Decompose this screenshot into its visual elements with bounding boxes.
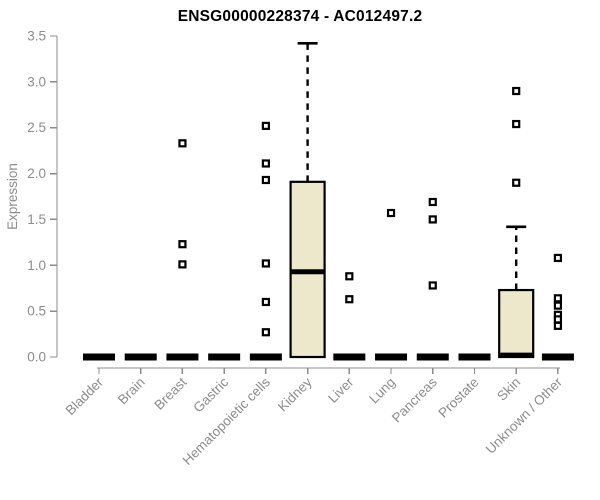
y-tick-label: 2.5 (27, 120, 46, 135)
collapsed-box (166, 353, 199, 361)
y-tick-label: 1.5 (27, 212, 46, 227)
outlier-point (345, 295, 354, 304)
outlier-point (261, 121, 270, 130)
collapsed-box (416, 353, 449, 361)
collapsed-box (124, 353, 157, 361)
x-tick-label-kidney: Kidney (275, 374, 315, 414)
chart-title: ENSG00000228374 - AC012497.2 (177, 8, 423, 25)
box-group-bladder (83, 353, 115, 361)
y-tick-label: 1.0 (27, 258, 46, 273)
box-group-unknown-other (541, 253, 574, 361)
y-tick-label: 3.5 (27, 29, 46, 44)
outlier-point (261, 328, 270, 337)
collapsed-box (249, 353, 282, 361)
x-tick-label-gastric: Gastric (190, 374, 231, 415)
outlier-point (428, 215, 437, 224)
outlier-point (178, 139, 187, 148)
x-tick-label-lung: Lung (366, 375, 398, 407)
outlier-point (512, 178, 521, 187)
outlier-point (428, 281, 437, 290)
x-tick-label-breast: Breast (151, 374, 189, 412)
x-tick-label-unknown-other: Unknown / Other (483, 374, 566, 457)
x-tick-label-pancreas: Pancreas (389, 374, 440, 425)
x-tick-label-prostate: Prostate (435, 375, 481, 421)
box-group-skin (498, 86, 535, 359)
outlier-point (553, 294, 563, 303)
outlier-point (428, 197, 437, 207)
y-tick-label: 3.0 (27, 74, 46, 89)
x-tick-label-brain: Brain (115, 375, 148, 408)
box-group-gastric (208, 353, 241, 361)
outlier-point (178, 240, 187, 249)
y-tick-label: 0.5 (27, 304, 46, 319)
x-tick-label-bladder: Bladder (63, 374, 107, 418)
box-rect (498, 288, 535, 359)
x-tick-label-liver: Liver (325, 374, 357, 406)
box-group-kidney (289, 42, 326, 359)
y-tick-label: 0.0 (27, 350, 46, 365)
box-group-breast (166, 139, 199, 361)
outlier-point (261, 175, 270, 185)
box-group-pancreas (416, 197, 449, 361)
outlier-point (261, 159, 270, 168)
box-group-liver (333, 272, 366, 361)
y-tick-label: 2.0 (27, 166, 46, 181)
outlier-point (553, 315, 563, 324)
outlier-point (386, 208, 396, 218)
collapsed-box (458, 353, 491, 361)
x-tick-label-skin: Skin (494, 375, 523, 404)
box-group-hematopoietic-cells (249, 121, 282, 361)
outlier-point (512, 119, 521, 129)
box-group-brain (124, 353, 157, 361)
box-group-lung (375, 208, 408, 361)
collapsed-box (541, 353, 574, 361)
outlier-point (261, 259, 270, 268)
y-axis: 0.0 0.5 1.0 1.5 2.0 2.5 3.0 3.5 Expression (5, 29, 58, 365)
collapsed-box (375, 353, 408, 361)
box-group-prostate (458, 353, 491, 361)
y-axis-title: Expression (5, 163, 20, 230)
outlier-point (178, 260, 187, 269)
outlier-point (553, 301, 563, 310)
collapsed-box (333, 353, 366, 361)
outlier-point (261, 297, 270, 307)
outlier-point (553, 253, 563, 263)
outlier-point (512, 86, 521, 96)
collapsed-box (208, 353, 241, 361)
collapsed-box (83, 353, 115, 361)
outlier-point (345, 272, 354, 281)
outlier-point (553, 321, 563, 330)
